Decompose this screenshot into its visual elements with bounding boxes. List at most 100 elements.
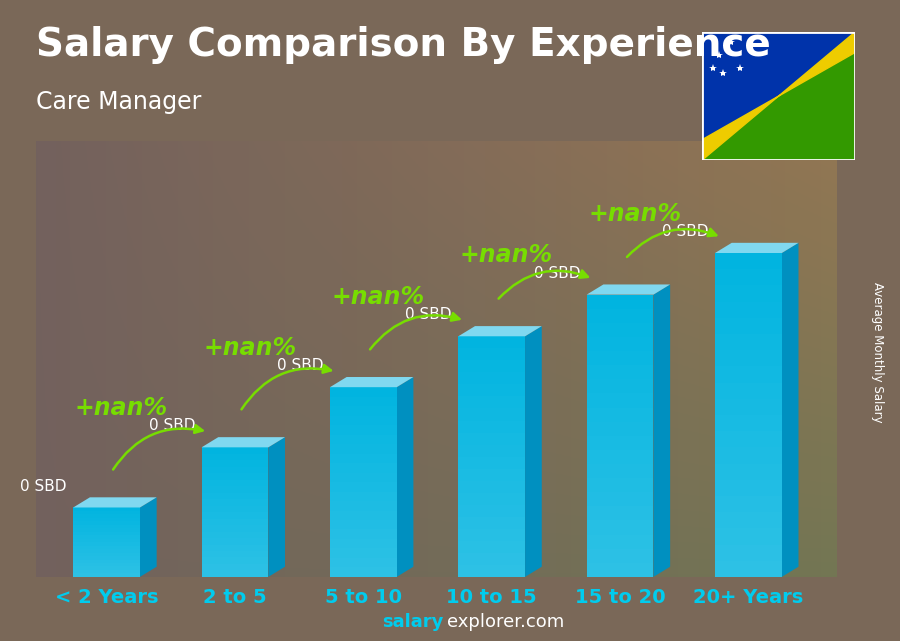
Bar [202, 538, 268, 544]
Bar [587, 394, 653, 408]
Bar [330, 492, 397, 501]
Bar [202, 531, 268, 538]
Bar [587, 563, 653, 577]
Bar [202, 493, 268, 499]
Bar [716, 367, 782, 383]
Bar [716, 512, 782, 528]
Bar [330, 501, 397, 510]
Bar [202, 467, 268, 473]
Bar [587, 450, 653, 464]
Text: explorer.com: explorer.com [447, 613, 564, 631]
Bar [330, 472, 397, 482]
Polygon shape [330, 377, 413, 387]
Bar [716, 561, 782, 577]
Polygon shape [268, 437, 285, 577]
Bar [73, 515, 140, 518]
Bar [330, 425, 397, 435]
Bar [458, 396, 525, 408]
Bar [587, 535, 653, 549]
Bar [587, 379, 653, 394]
Bar [202, 558, 268, 564]
Bar [73, 574, 140, 577]
Text: 0 SBD: 0 SBD [534, 266, 580, 281]
Bar [587, 520, 653, 535]
Text: 0 SBD: 0 SBD [148, 419, 195, 433]
Bar [202, 479, 268, 487]
Bar [73, 542, 140, 545]
Text: +nan%: +nan% [203, 336, 296, 360]
Bar [202, 512, 268, 519]
Bar [202, 564, 268, 570]
Bar [458, 553, 525, 565]
Bar [73, 567, 140, 570]
Text: +nan%: +nan% [331, 285, 425, 309]
Bar [716, 447, 782, 463]
Text: Salary Comparison By Experience: Salary Comparison By Experience [36, 26, 770, 63]
Bar [458, 420, 525, 433]
Bar [202, 519, 268, 525]
Bar [330, 397, 397, 406]
Bar [458, 541, 525, 553]
Bar [73, 553, 140, 556]
Bar [587, 309, 653, 323]
Text: +nan%: +nan% [589, 202, 681, 226]
Bar [458, 517, 525, 529]
Polygon shape [202, 437, 285, 447]
Bar [202, 570, 268, 577]
Bar [330, 549, 397, 558]
Bar [587, 408, 653, 422]
Bar [587, 464, 653, 478]
Text: Care Manager: Care Manager [36, 90, 202, 113]
Bar [330, 387, 397, 577]
Bar [73, 528, 140, 532]
Bar [716, 399, 782, 415]
Bar [716, 431, 782, 447]
Bar [587, 422, 653, 436]
Bar [73, 518, 140, 521]
Bar [716, 383, 782, 399]
Bar [716, 479, 782, 496]
Bar [330, 463, 397, 472]
Bar [202, 487, 268, 493]
Bar [458, 385, 525, 396]
Bar [202, 460, 268, 467]
Polygon shape [458, 326, 542, 337]
Bar [716, 269, 782, 285]
Bar [587, 351, 653, 365]
Polygon shape [702, 32, 855, 160]
Text: +nan%: +nan% [75, 396, 168, 420]
Bar [458, 337, 525, 348]
Bar [716, 334, 782, 350]
Bar [458, 529, 525, 541]
Bar [330, 539, 397, 549]
Bar [587, 436, 653, 450]
Bar [202, 499, 268, 506]
Bar [458, 456, 525, 469]
Bar [202, 544, 268, 551]
Polygon shape [653, 285, 670, 577]
Bar [587, 323, 653, 337]
Bar [330, 529, 397, 539]
Bar [716, 415, 782, 431]
Bar [73, 563, 140, 567]
Bar [330, 444, 397, 454]
Bar [458, 348, 525, 360]
Bar [716, 318, 782, 334]
Polygon shape [397, 377, 413, 577]
Bar [73, 525, 140, 528]
Bar [202, 551, 268, 558]
Bar [330, 510, 397, 520]
Bar [587, 365, 653, 379]
Bar [330, 454, 397, 463]
Bar [587, 295, 653, 309]
Polygon shape [140, 497, 157, 577]
Bar [587, 492, 653, 506]
Bar [202, 525, 268, 531]
Bar [716, 350, 782, 367]
Bar [330, 435, 397, 444]
Bar [73, 508, 140, 511]
Bar [202, 506, 268, 512]
Bar [330, 415, 397, 425]
Polygon shape [702, 32, 855, 160]
Text: +nan%: +nan% [460, 244, 553, 267]
